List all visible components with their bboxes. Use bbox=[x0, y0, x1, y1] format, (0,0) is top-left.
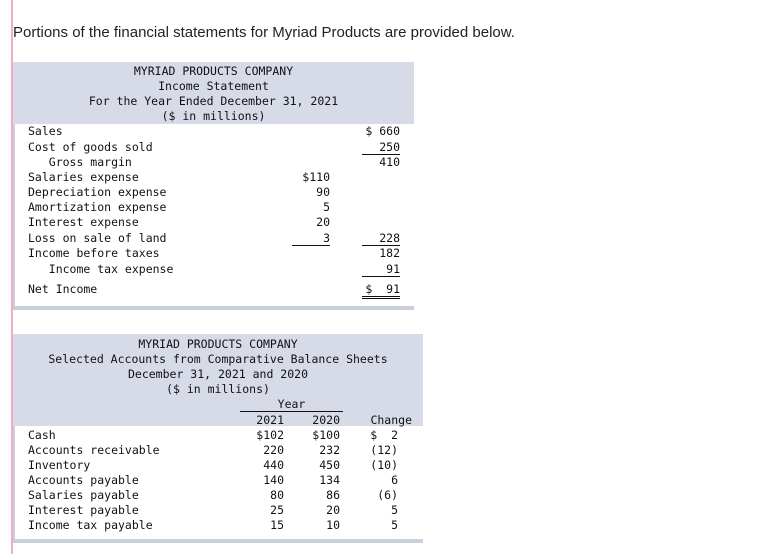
income-row-col2: 182 bbox=[379, 246, 400, 260]
balance-row-2021: 15 bbox=[270, 518, 284, 532]
balance-row-2020: 86 bbox=[326, 488, 340, 502]
balance-row-2021: 440 bbox=[263, 458, 284, 472]
income-statement-header bbox=[13, 62, 414, 124]
balance-row-change: $ 2 bbox=[370, 428, 398, 442]
income-row-col1: $110 bbox=[302, 170, 330, 184]
balance-row-change: 6 bbox=[391, 473, 398, 487]
income-row-col2: $ 91 bbox=[362, 282, 400, 299]
left-margin-line bbox=[11, 0, 13, 554]
income-statement-footer bbox=[13, 306, 414, 310]
income-row-label: Depreciation expense bbox=[28, 185, 167, 199]
income-row-label: Gross margin bbox=[28, 155, 132, 169]
balance-row-label: Accounts receivable bbox=[28, 443, 160, 457]
balance-row-label: Accounts payable bbox=[28, 473, 139, 487]
balance-subtitle: Selected Accounts from Comparative Balan… bbox=[48, 352, 388, 366]
balance-row-2021: 220 bbox=[263, 443, 284, 457]
balance-row-change: 5 bbox=[391, 518, 398, 532]
income-row-label: Interest expense bbox=[28, 215, 139, 229]
col-head-2021: 2021 bbox=[256, 413, 284, 427]
balance-sheet-header bbox=[13, 334, 423, 426]
income-subtitle: Income Statement bbox=[158, 79, 269, 93]
balance-sheet-footer bbox=[13, 539, 423, 543]
balance-row-2021: 140 bbox=[263, 473, 284, 487]
balance-row-2021: 80 bbox=[270, 488, 284, 502]
balance-row-2020: 232 bbox=[319, 443, 340, 457]
balance-units: ($ in millions) bbox=[166, 382, 270, 396]
balance-row-2020: 20 bbox=[326, 503, 340, 517]
income-row-label: Loss on sale of land bbox=[28, 231, 167, 245]
balance-row-2020: $100 bbox=[312, 428, 340, 442]
balance-row-label: Cash bbox=[28, 428, 56, 442]
income-row-col2: $ 660 bbox=[365, 124, 400, 138]
col-head-change: Change bbox=[370, 413, 412, 427]
income-row-col2: 91 bbox=[362, 262, 400, 277]
balance-row-label: Salaries payable bbox=[28, 488, 139, 502]
income-units: ($ in millions) bbox=[161, 109, 266, 123]
intro-text: Portions of the financial statements for… bbox=[13, 24, 515, 41]
balance-row-change: (12) bbox=[370, 443, 398, 457]
balance-row-change: 5 bbox=[391, 503, 398, 517]
balance-sheet-side bbox=[13, 426, 15, 542]
income-row-label: Amortization expense bbox=[28, 200, 167, 214]
income-row-label: Salaries expense bbox=[28, 170, 139, 184]
income-statement-side bbox=[13, 124, 15, 310]
balance-row-change: (10) bbox=[370, 458, 398, 472]
balance-row-label: Interest payable bbox=[28, 503, 139, 517]
balance-row-label: Income tax payable bbox=[28, 518, 153, 532]
balance-date: December 31, 2021 and 2020 bbox=[127, 367, 308, 381]
balance-row-2021: 25 bbox=[270, 503, 284, 517]
balance-row-label: Inventory bbox=[28, 458, 91, 472]
income-row-label: Net Income bbox=[28, 282, 98, 296]
income-title: MYRIAD PRODUCTS COMPANY bbox=[133, 64, 294, 78]
income-row-label: Sales bbox=[28, 124, 63, 138]
col-head-2020: 2020 bbox=[312, 413, 340, 427]
income-row-col1: 5 bbox=[323, 200, 330, 214]
income-row-col1: 90 bbox=[316, 185, 330, 199]
income-row-label: Income before taxes bbox=[28, 246, 160, 260]
income-row-label: Income tax expense bbox=[28, 262, 174, 276]
balance-row-2020: 450 bbox=[319, 458, 340, 472]
balance-row-2020: 10 bbox=[326, 518, 340, 532]
balance-row-2020: 134 bbox=[319, 473, 340, 487]
income-row-col2: 410 bbox=[379, 155, 400, 169]
income-row-col2: 250 bbox=[362, 140, 400, 155]
income-period: For the Year Ended December 31, 2021 bbox=[88, 94, 339, 108]
year-heading: Year bbox=[240, 397, 343, 412]
balance-row-2021: $102 bbox=[256, 428, 284, 442]
income-row-label: Cost of goods sold bbox=[28, 140, 153, 154]
balance-row-change: (6) bbox=[377, 488, 398, 502]
balance-title: MYRIAD PRODUCTS COMPANY bbox=[138, 337, 298, 351]
income-row-col1: 20 bbox=[316, 215, 330, 229]
income-row-col1: 3 bbox=[292, 231, 330, 246]
income-row-col2: 228 bbox=[362, 231, 400, 246]
